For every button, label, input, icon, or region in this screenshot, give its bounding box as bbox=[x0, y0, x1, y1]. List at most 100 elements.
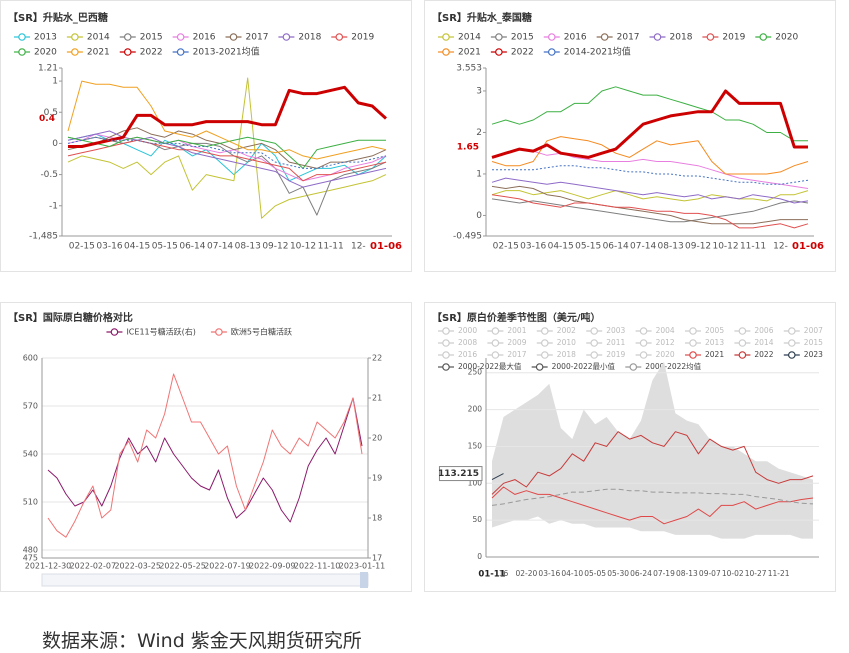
y-tick-label: 0 bbox=[52, 139, 58, 149]
legend-marker bbox=[547, 48, 556, 56]
x-tick-label: 07-14 bbox=[630, 242, 656, 252]
annotation-box bbox=[438, 466, 483, 482]
slider-handle[interactable] bbox=[360, 572, 368, 588]
legend-marker bbox=[495, 48, 503, 56]
legend-label: 2010 bbox=[557, 338, 576, 347]
series-line bbox=[67, 77, 387, 219]
y-tick-label: 1 bbox=[476, 169, 482, 179]
x-tick-label: 2022-02-07 bbox=[70, 562, 117, 571]
legend-marker bbox=[535, 363, 544, 371]
y-tick-label: 0 bbox=[477, 552, 482, 561]
series-line bbox=[491, 198, 809, 223]
legend-marker bbox=[491, 339, 500, 347]
x-tick-label: 2021-12-30 bbox=[25, 562, 72, 571]
legend-label: 2004 bbox=[656, 326, 675, 335]
legend-marker bbox=[738, 339, 747, 347]
legend-label: 2014-2021均值 bbox=[564, 46, 631, 58]
x-tick-label: 11-11 bbox=[740, 242, 766, 252]
x-tick-label: 08-13 bbox=[658, 242, 684, 252]
x-tick-label: 03-16 bbox=[538, 569, 560, 578]
y-tick-label: -1 bbox=[49, 201, 58, 211]
x-tick-label: 08-13 bbox=[235, 242, 261, 252]
x-tick-label: 2022-11-10 bbox=[294, 562, 341, 571]
panel-border bbox=[0, 302, 412, 592]
x-tick-label: 09-12 bbox=[685, 242, 711, 252]
x-tick-label: 2023-01-11 bbox=[339, 562, 386, 571]
annotation: 0.4 bbox=[39, 114, 55, 124]
x-tick-label: 09-07 bbox=[699, 569, 721, 578]
x-tick-label: 09-12 bbox=[262, 242, 288, 252]
y2-tick-label: 22 bbox=[372, 354, 382, 363]
legend-marker bbox=[123, 48, 132, 56]
x-tick-label: 05-15 bbox=[152, 242, 178, 252]
series-line bbox=[491, 431, 814, 495]
y-tick-label: 600 bbox=[23, 354, 38, 363]
legend-label: 2015 bbox=[804, 338, 823, 347]
legend-label: 2016 bbox=[564, 33, 587, 43]
legend-label: 2019 bbox=[606, 350, 625, 359]
y-tick-label: -0.495 bbox=[453, 232, 482, 242]
y2-tick-label: 21 bbox=[372, 394, 382, 403]
legend-marker bbox=[590, 351, 599, 359]
legend-label: 2013 bbox=[34, 33, 57, 43]
series-line bbox=[47, 397, 363, 523]
legend-marker bbox=[491, 351, 500, 359]
series-line bbox=[491, 148, 809, 189]
y-tick-label: 480 bbox=[23, 546, 38, 555]
legend-marker bbox=[71, 48, 79, 56]
legend-marker bbox=[639, 339, 648, 347]
legend-marker bbox=[689, 327, 697, 335]
y-tick-label: 1.21 bbox=[38, 64, 58, 74]
y-tick-label: 3 bbox=[476, 86, 482, 96]
legend-label: 2017 bbox=[617, 33, 640, 43]
legend-marker bbox=[689, 351, 697, 359]
x-tick-label: 10-12 bbox=[290, 242, 316, 252]
legend-label: 2018 bbox=[557, 350, 576, 359]
x-tick-label: 2022-09-09 bbox=[249, 562, 296, 571]
y-tick-label: 3.553 bbox=[456, 64, 482, 74]
legend-marker bbox=[706, 33, 715, 41]
series-line bbox=[47, 373, 363, 538]
y-tick-label: 150 bbox=[468, 441, 483, 450]
legend-label: 2020 bbox=[34, 48, 57, 58]
x-tick-label: 01-11 bbox=[478, 570, 505, 580]
y-tick-label: -1,485 bbox=[29, 232, 58, 242]
legend-label: 2020 bbox=[775, 33, 798, 43]
series-line bbox=[491, 86, 808, 142]
x-tick-label: 2022-05-25 bbox=[159, 562, 206, 571]
legend-marker bbox=[110, 328, 119, 336]
legend-marker bbox=[442, 351, 450, 359]
y2-tick-label: 18 bbox=[372, 514, 382, 523]
series-line bbox=[492, 165, 809, 185]
chart-title: 【SR】升贴水_巴西糖 bbox=[8, 11, 108, 24]
y-tick-label: -0.5 bbox=[40, 170, 58, 180]
legend-label: 2021 bbox=[705, 350, 724, 359]
x-tick-label: 03-16 bbox=[96, 242, 122, 252]
x-tick-label: 11-21 bbox=[768, 569, 790, 578]
area bbox=[492, 516, 813, 557]
legend-label: 2014 bbox=[87, 33, 110, 43]
legend-label: 2023 bbox=[804, 350, 823, 359]
y-tick-label: 510 bbox=[23, 498, 38, 507]
x-tick-label: 04-10 bbox=[561, 569, 583, 578]
area bbox=[492, 361, 813, 557]
legend-label: 2019 bbox=[722, 33, 745, 43]
legend-label: 2006 bbox=[754, 326, 773, 335]
zoom-slider[interactable] bbox=[41, 573, 369, 587]
chart-panel: 【SR】升贴水_巴西糖 2013 2014 2015 2016 2017 2018 2019 2… bbox=[0, 0, 412, 272]
y-tick-label: 50 bbox=[472, 515, 482, 524]
legend-marker bbox=[495, 33, 503, 41]
legend-label: 2017 bbox=[507, 350, 526, 359]
y2-tick-label: 17 bbox=[372, 554, 382, 563]
legend-marker bbox=[442, 48, 450, 56]
y-tick-label: 1 bbox=[52, 77, 58, 87]
legend-marker bbox=[590, 327, 599, 335]
x-tick-label: 07-19 bbox=[653, 569, 675, 578]
x-tick-label: 10-12 bbox=[712, 242, 738, 252]
legend-marker bbox=[759, 33, 768, 41]
x-tick-label: 01-06 bbox=[792, 241, 824, 252]
legend-label: 2022 bbox=[140, 48, 163, 58]
legend-label: 2018 bbox=[670, 33, 693, 43]
